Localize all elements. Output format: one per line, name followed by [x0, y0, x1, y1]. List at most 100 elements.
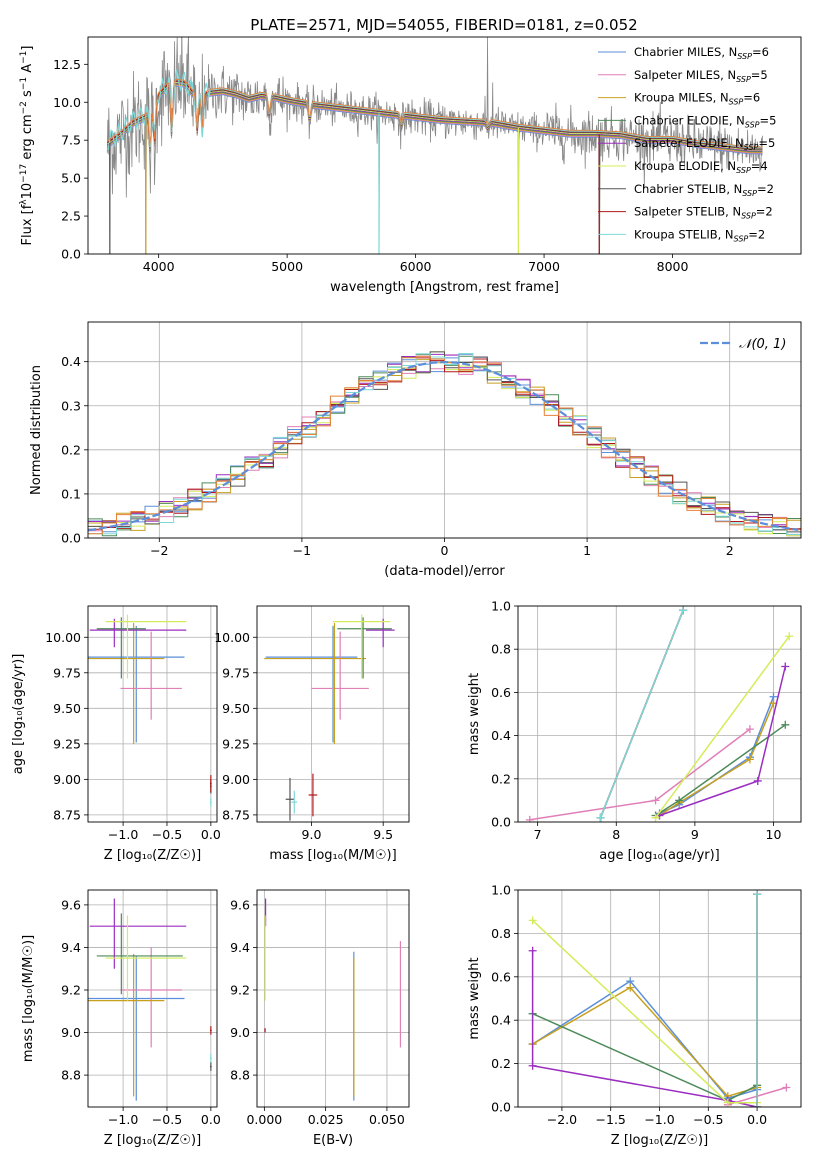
- point-marker-salpeter_elodie: [753, 776, 762, 785]
- mass_vs_Z-chart: −1.0 −0.5 0.0 8.8 9.0 9.2 9.4 9.6 Z [log₁₀(Z/Z☉)…: [21, 889, 221, 1148]
- point-marker-kroupa_stelib: [596, 813, 605, 822]
- weight_vs_age-frame: [517, 605, 802, 823]
- legend-label-sub: SSP: [736, 166, 751, 175]
- figure-title: PLATE=2571, MJD=54055, FIBERID=0181, z=0…: [250, 16, 637, 34]
- legend-label-main: Salpeter STELIB, N: [634, 205, 741, 219]
- series-line-kroupa_elodie: [654, 635, 790, 819]
- weight_vs_Z-marks: [528, 890, 791, 1107]
- ylabel-part: −17: [19, 164, 29, 183]
- residuals-ytick-label: 0.0: [61, 531, 81, 546]
- age_vs_Z-ylabel: age [log₁₀(age/yr)]: [11, 654, 26, 775]
- weight_vs_Z-ytick-label: 0.0: [491, 1100, 511, 1115]
- legend-label-suffix: =5: [760, 113, 777, 127]
- residuals-ytick-label: 0.4: [61, 354, 81, 369]
- model-line-kroupa_miles: [107, 84, 763, 153]
- model-line-kroupa_elodie: [107, 81, 763, 151]
- legend-label-main: Kroupa MILES, N: [634, 91, 729, 105]
- age_vs_mass-ytick-label: 8.75: [222, 807, 250, 822]
- series-line-chabrier_elodie: [532, 1013, 758, 1102]
- mass_vs_ebv-xtick-label: 0.025: [308, 1112, 344, 1127]
- weight_vs_Z-ylabel: mass weight: [467, 957, 482, 1039]
- point-marker-kroupa_stelib: [679, 606, 688, 615]
- series-line-chabrier_miles: [532, 980, 758, 1100]
- legend-label-sub: SSP: [737, 52, 752, 61]
- age_vs_mass-ytick-label: 9.00: [222, 772, 250, 787]
- spectrum-ytick-label: 12.5: [53, 57, 81, 72]
- ylabel-part: Flux [f: [20, 204, 35, 245]
- series-line-kroupa_elodie: [532, 919, 758, 1104]
- ylabel-part: −1: [19, 77, 29, 90]
- model-line-chabrier_miles: [107, 85, 763, 155]
- age_vs_mass-xlabel: mass [log₁₀(M/M☉)]: [269, 848, 396, 863]
- ylabel-part: s: [20, 90, 35, 101]
- weight_vs_Z-ytick-label: 0.6: [491, 969, 511, 984]
- point-marker-kroupa_stelib: [753, 890, 762, 899]
- age_vs_mass-xtick-label: 9.0: [302, 827, 322, 842]
- legend-label-suffix: =6: [752, 45, 769, 59]
- mass_vs_ebv-frame: [256, 889, 410, 1108]
- age_vs_mass-ytick-label: 9.25: [222, 736, 250, 751]
- mass_vs_ebv-ytick-label: 9.2: [230, 982, 250, 997]
- spectrum-ytick-label: 5.0: [61, 171, 81, 186]
- weight_vs_age-xlabel: age [log₁₀(age/yr)]: [599, 848, 720, 863]
- mass_vs_Z-xlabel: Z [log₁₀(Z/Z☉)]: [104, 1133, 201, 1148]
- model-line-chabrier_elodie: [107, 83, 763, 153]
- point-marker-chabrier_elodie: [675, 796, 684, 805]
- residuals-xtick-label: −1: [293, 543, 311, 558]
- weight_vs_Z-ytick-label: 0.4: [491, 1013, 511, 1028]
- residuals-chart: −2 −1 0 1 2 0.0 0.1 0.2 0.3 0.4 (data-model)/error…: [29, 321, 802, 579]
- legend-label-main: Chabrier STELIB, N: [634, 182, 742, 196]
- point-marker-chabrier_elodie: [781, 720, 790, 729]
- hist-step-orange_model: [88, 355, 801, 535]
- mass_vs_ebv-ytick-label: 8.8: [230, 1068, 250, 1083]
- point-marker-salpeter_elodie: [781, 662, 790, 671]
- mass_vs_Z-ytick-label: 9.0: [61, 1025, 81, 1040]
- ylabel-part: 10: [20, 183, 35, 200]
- legend-label-main: Chabrier ELODIE, N: [634, 113, 745, 127]
- series-line-kroupa_miles: [659, 702, 775, 817]
- weight_vs_Z-frame: [517, 889, 802, 1108]
- age_vs_Z-xtick-label: −1.0: [108, 827, 138, 842]
- weight_vs_Z-ytick-label: 0.2: [491, 1056, 511, 1071]
- legend-label-sub: SSP: [734, 234, 749, 243]
- weight_vs_age-ytick-label: 1.0: [491, 599, 511, 614]
- legend-label-sub: SSP: [729, 98, 744, 107]
- residuals-ytick-label: 0.3: [61, 398, 81, 413]
- age_vs_Z-xtick-label: −0.5: [152, 827, 182, 842]
- weight_vs_Z-xtick-label: −0.5: [693, 1112, 723, 1127]
- age_vs_Z-frame: [87, 605, 218, 823]
- spectrum-xtick-label: 8000: [657, 259, 689, 274]
- legend-label-suffix: =2: [757, 182, 774, 196]
- mass_vs_ebv-xtick-label: 0.000: [246, 1112, 282, 1127]
- spectrum-ylabel: Flux [fλ10−17 erg cm−2 s−1 A−1]: [19, 46, 35, 246]
- legend-label-sub: SSP: [742, 189, 757, 198]
- point-marker-kroupa_miles: [626, 983, 635, 992]
- model-line-salpeter_miles: [107, 84, 763, 154]
- ylabel-part: λ: [19, 199, 29, 205]
- legend-label-kroupa_elodie: Kroupa ELODIE, NSSP=4: [634, 159, 768, 175]
- weight_vs_Z-xtick-label: −1.0: [644, 1112, 674, 1127]
- mass_vs_Z-xtick-label: −1.0: [108, 1112, 138, 1127]
- weight_vs_age-chart: 7 8 9 10 0.0 0.2 0.4 0.6 0.8 1.0 age [log₁₀(age/yr…: [467, 599, 802, 863]
- model-line-chabrier_stelib: [107, 81, 763, 150]
- residuals-xtick-label: 1: [583, 543, 591, 558]
- age_vs_Z-ytick-label: 9.25: [53, 736, 81, 751]
- legend-label-main: Salpeter MILES, N: [634, 68, 736, 82]
- age_vs_Z-xlabel: Z [log₁₀(Z/Z☉)]: [104, 848, 201, 863]
- mass_vs_Z-ylabel: mass [log₁₀(M/M☉)]: [21, 935, 36, 1062]
- legend-label-suffix: =5: [751, 68, 768, 82]
- mass_vs_ebv-ytick-label: 9.6: [230, 897, 250, 912]
- legend-label-gaussian: 𝒩(0, 1): [739, 337, 786, 352]
- series-line-kroupa_stelib: [599, 610, 684, 818]
- residuals-xtick-label: −2: [150, 543, 168, 558]
- weight_vs_age-ytick-label: 0.8: [491, 642, 511, 657]
- age_vs_mass-ytick-label: 9.75: [222, 665, 250, 680]
- ylabel-part: ]: [20, 46, 35, 51]
- residuals-ytick-label: 0.2: [61, 442, 81, 457]
- point-marker-salpeter_miles: [745, 725, 754, 734]
- weight_vs_age-xtick-label: 9: [691, 827, 699, 842]
- weight_vs_age-ytick-label: 0.6: [491, 685, 511, 700]
- residuals-ytick-label: 0.1: [61, 486, 81, 501]
- residuals-frame: [87, 321, 802, 539]
